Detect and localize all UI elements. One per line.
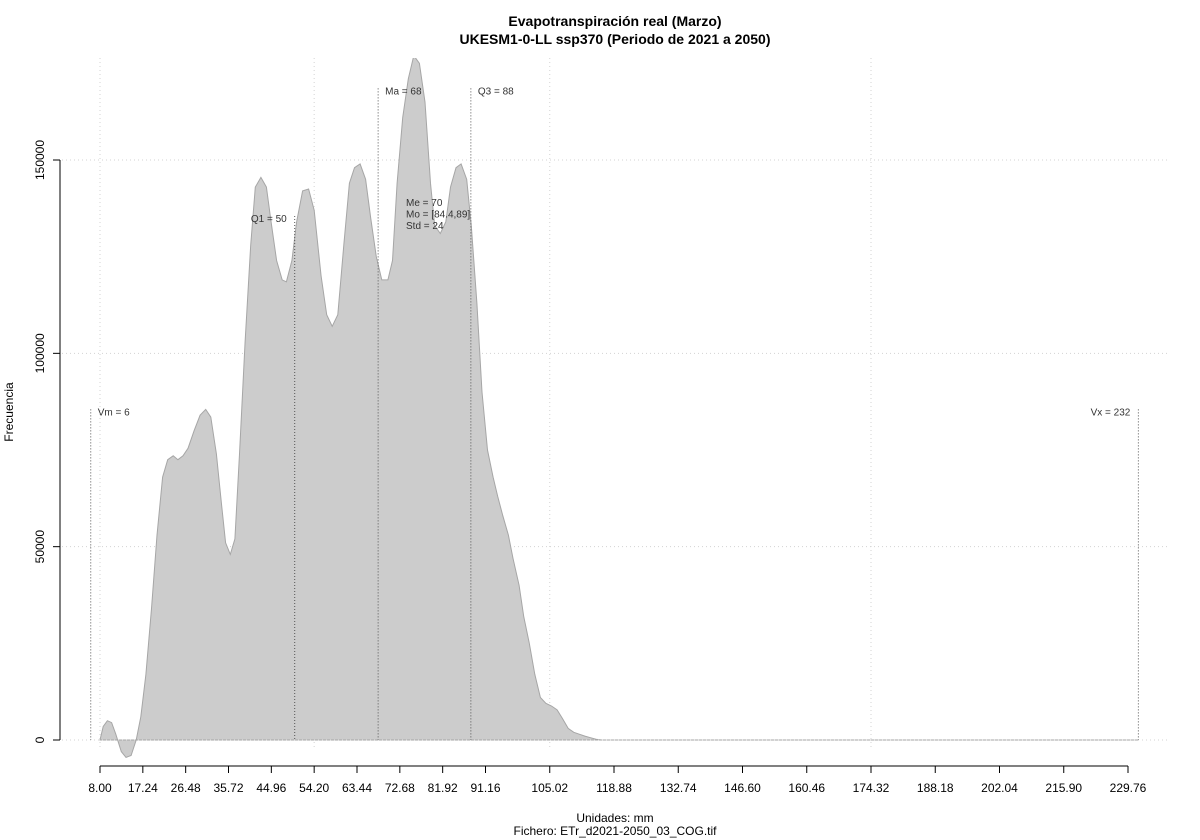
- x-tick-label: 146.60: [724, 781, 761, 795]
- stat-summary-line: Me = 70: [406, 198, 443, 209]
- x-tick-label: 72.68: [385, 781, 415, 795]
- y-tick-label: 150000: [33, 140, 47, 180]
- y-tick-label: 0: [33, 736, 47, 743]
- footer-filename: Fichero: ETr_d2021-2050_03_COG.tif: [514, 824, 718, 838]
- x-tick-label: 229.76: [1110, 781, 1147, 795]
- x-tick-label: 188.18: [917, 781, 954, 795]
- chart-subtitle: UKESM1-0-LL ssp370 (Periodo de 2021 a 20…: [460, 31, 771, 47]
- x-tick-label: 174.32: [853, 781, 890, 795]
- x-tick-label: 132.74: [660, 781, 697, 795]
- x-tick-label: 63.44: [342, 781, 372, 795]
- marker-layer: Vm = 6 Q1 = 50 Ma = 68 Q3 = 88 Vx = 232: [90, 86, 1139, 740]
- stat-marker-label: Vm = 6: [98, 407, 130, 418]
- stat-summary-line: Std = 24: [406, 221, 444, 232]
- x-tick-label: 215.90: [1045, 781, 1082, 795]
- x-tick-label: 54.20: [299, 781, 329, 795]
- x-tick-label: 105.02: [531, 781, 568, 795]
- axis-layer: 0 50000 100000 150000 8.00 17.24 26.48 35.72 44.…: [33, 140, 1147, 795]
- stat-marker-label: Q1 = 50: [251, 214, 287, 225]
- x-tick-label: 26.48: [171, 781, 201, 795]
- chart-title: Evapotranspiración real (Marzo): [508, 13, 721, 29]
- x-tick-label: 35.72: [213, 781, 243, 795]
- stat-marker-label: Q3 = 88: [478, 86, 514, 97]
- stat-marker-label: Vx = 232: [1091, 407, 1131, 418]
- x-tick-label: 91.16: [470, 781, 500, 795]
- x-tick-label: 8.00: [88, 781, 112, 795]
- density-area: [99, 58, 1139, 758]
- y-tick-label: 100000: [33, 333, 47, 373]
- x-tick-label: 44.96: [256, 781, 286, 795]
- x-tick-label: 160.46: [788, 781, 825, 795]
- y-axis-label: Frecuencia: [2, 382, 16, 442]
- x-tick-label: 17.24: [128, 781, 158, 795]
- area-layer: [62, 58, 1170, 758]
- y-tick-label: 50000: [33, 530, 47, 564]
- x-tick-label: 118.88: [596, 781, 632, 795]
- stat-marker-label: Ma = 68: [385, 86, 422, 97]
- stat-summary-line: Mo = [84.4,89]: [406, 210, 470, 221]
- x-tick-label: 202.04: [981, 781, 1018, 795]
- x-tick-label: 81.92: [428, 781, 458, 795]
- x-axis-label: Unidades: mm: [576, 811, 653, 825]
